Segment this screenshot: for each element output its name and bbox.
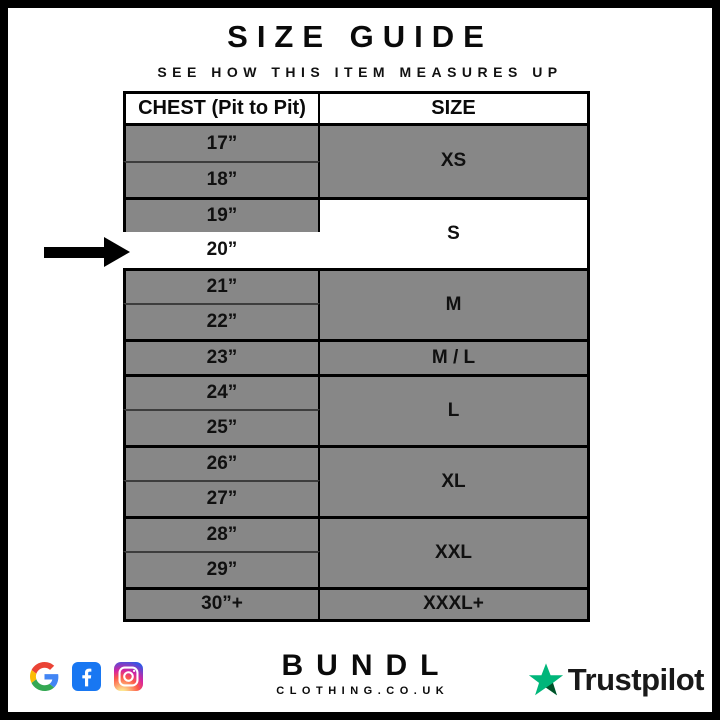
trustpilot-logo: Trustpilot: [527, 661, 705, 699]
table-row-chest-22: 22”: [123, 303, 320, 339]
table-row-chest-30plus: 30”+: [123, 586, 320, 622]
size-cell-m-l: M / L: [320, 338, 590, 374]
facebook-icon: [72, 662, 101, 691]
size-cell-s-highlighted: S: [320, 196, 590, 268]
table-row-chest-19: 19”: [123, 196, 320, 233]
trustpilot-label: Trustpilot: [567, 662, 705, 697]
size-cell-xs: XS: [320, 126, 590, 197]
table-row-chest-26: 26”: [123, 444, 320, 481]
table-row-chest-28: 28”: [123, 515, 320, 552]
size-table: CHEST (Pit to Pit) SIZE 17” 18” XS 19” 2…: [123, 91, 590, 622]
table-row-chest-21: 21”: [123, 267, 320, 304]
page-title: SIZE GUIDE: [227, 19, 493, 54]
brand-name: BUNDL: [281, 649, 452, 682]
table-row-chest-23: 23”: [123, 338, 320, 374]
table-row-chest-27: 27”: [123, 480, 320, 516]
page-subtitle: SEE HOW THIS ITEM MEASURES UP: [157, 64, 563, 80]
trustpilot-star-icon: [528, 663, 563, 696]
size-cell-l: L: [320, 373, 590, 445]
table-row-chest-25: 25”: [123, 409, 320, 445]
size-table-header: CHEST (Pit to Pit) SIZE: [123, 91, 590, 126]
arrow-head: [104, 237, 130, 267]
google-icon: [30, 662, 59, 691]
column-header-chest: CHEST (Pit to Pit): [123, 91, 320, 126]
brand-domain: CLOTHING.CO.UK: [276, 685, 450, 697]
size-cell-xxl: XXL: [320, 515, 590, 587]
table-row-chest-17: 17”: [123, 126, 320, 162]
size-table-body: 17” 18” XS 19” 20” S 21” 22” M 23” M / L…: [123, 126, 590, 622]
table-row-chest-18: 18”: [123, 161, 320, 197]
arrow-shaft: [44, 247, 106, 258]
highlight-arrow-icon: [44, 237, 130, 267]
table-row-chest-24: 24”: [123, 373, 320, 410]
instagram-icon: [114, 662, 143, 691]
social-logos: [30, 662, 143, 691]
brand-logo: BUNDL CLOTHING.CO.UK: [276, 651, 443, 698]
size-cell-xxxl-plus: XXXL+: [320, 586, 590, 622]
column-header-size: SIZE: [320, 91, 590, 126]
size-cell-m: M: [320, 267, 590, 339]
table-row-chest-29: 29”: [123, 551, 320, 587]
size-cell-xl: XL: [320, 444, 590, 516]
table-row-chest-20-highlighted: 20”: [123, 232, 320, 268]
